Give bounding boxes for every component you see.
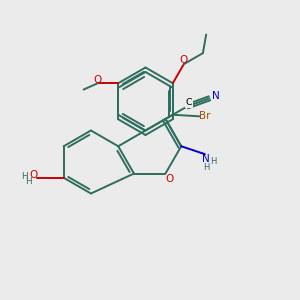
Text: H: H xyxy=(210,157,216,166)
Text: O: O xyxy=(180,55,188,65)
Text: Br: Br xyxy=(199,111,211,121)
Text: H: H xyxy=(203,163,209,172)
Text: O: O xyxy=(165,174,173,184)
Text: O: O xyxy=(93,75,101,85)
Text: C: C xyxy=(185,98,192,107)
Text: H: H xyxy=(21,172,28,181)
Text: N: N xyxy=(212,91,219,101)
Text: N: N xyxy=(202,154,210,164)
Text: H: H xyxy=(25,177,32,186)
Text: O: O xyxy=(30,170,38,180)
